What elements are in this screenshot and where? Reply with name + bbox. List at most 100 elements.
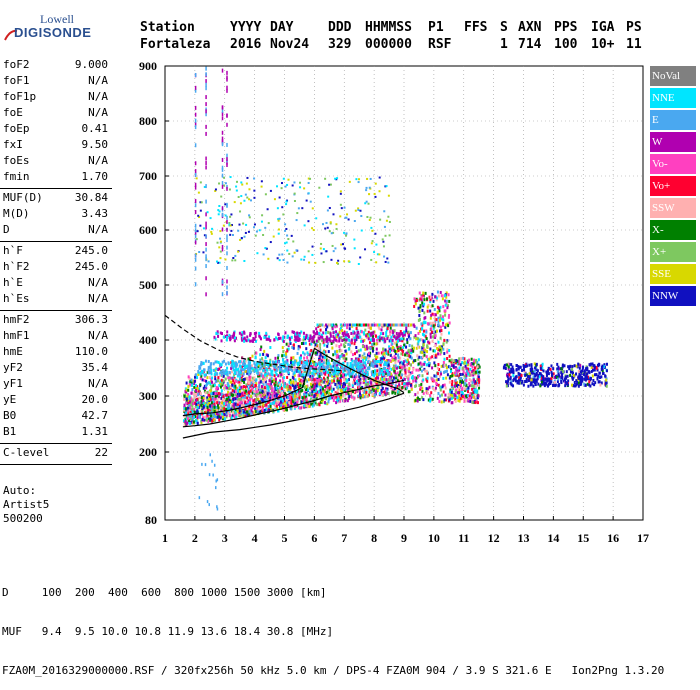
echo-point <box>350 332 352 335</box>
echo-point <box>446 357 448 360</box>
echo-point <box>284 331 286 334</box>
echo-point <box>419 292 421 295</box>
echo-point <box>527 385 529 388</box>
echo-point <box>324 385 326 388</box>
echo-point <box>221 389 223 392</box>
echo-point <box>225 363 227 366</box>
echo-point <box>271 385 273 388</box>
echo-point <box>257 392 259 395</box>
echo-point <box>333 338 335 341</box>
echo-point <box>449 366 451 369</box>
echo-point <box>356 380 358 383</box>
echo-point <box>327 371 329 374</box>
echo-point <box>205 360 207 363</box>
echo-point <box>271 380 273 383</box>
echo-point <box>417 345 419 348</box>
echo-point <box>374 365 376 368</box>
echo-point <box>208 366 210 369</box>
x-tick-label: 4 <box>252 531 258 545</box>
echo-point <box>334 396 336 399</box>
echo-point <box>326 366 328 369</box>
echo-point <box>433 374 435 377</box>
echo-point <box>251 339 253 342</box>
echo-point <box>294 388 296 391</box>
echo-point <box>283 354 285 357</box>
echo-point <box>471 388 473 391</box>
echo-point <box>375 335 377 338</box>
echo-point <box>362 394 364 397</box>
echo-point <box>285 355 287 358</box>
echo-point <box>229 337 231 340</box>
echo-point <box>277 333 279 336</box>
echo-point <box>421 363 423 366</box>
echo-point <box>259 377 261 380</box>
echo-point <box>261 365 263 368</box>
echo-point <box>446 366 448 369</box>
echo-point <box>248 381 250 384</box>
echo-point <box>254 338 256 341</box>
echo-point <box>413 325 415 328</box>
echo-point <box>386 337 388 340</box>
echo-point <box>215 332 217 335</box>
echo-point <box>191 388 193 391</box>
echo-point <box>215 392 217 395</box>
echo-point <box>204 368 206 371</box>
echo-point <box>273 401 275 404</box>
echo-point <box>255 335 257 338</box>
echo-point <box>380 364 382 367</box>
echo-point <box>239 414 241 417</box>
echo-point <box>401 373 403 376</box>
echo-point <box>410 324 412 327</box>
echo-point <box>249 398 251 401</box>
echo-point <box>449 398 451 401</box>
echo-point <box>253 376 255 379</box>
echo-point <box>365 334 367 337</box>
echo-point <box>332 353 334 356</box>
echo-point <box>425 331 427 334</box>
echo-point <box>453 365 455 368</box>
echo-point <box>426 297 428 300</box>
echo-point <box>574 381 576 384</box>
echo-point <box>193 386 195 389</box>
echo-point <box>451 391 453 394</box>
echo-point <box>449 321 451 324</box>
echo-point <box>451 383 453 386</box>
echo-point <box>197 370 199 373</box>
echo-point <box>281 354 283 357</box>
echo-point <box>314 343 316 346</box>
echo-point <box>473 396 475 399</box>
echo-point <box>442 315 444 318</box>
echo-point <box>418 356 420 359</box>
echo-point <box>406 341 408 344</box>
echo-point <box>414 393 416 396</box>
echo-point <box>388 372 390 375</box>
echo-point <box>442 318 444 321</box>
echo-point <box>226 373 228 376</box>
echo-point <box>293 331 295 334</box>
echo-point <box>213 418 215 421</box>
echo-point <box>271 393 273 396</box>
echo-point <box>233 362 235 365</box>
echo-point <box>318 378 320 381</box>
echo-point <box>237 389 239 392</box>
echo-point <box>410 331 412 334</box>
echo-point <box>227 404 229 407</box>
echo-point <box>299 371 301 374</box>
echo-point <box>314 370 316 373</box>
echo-point <box>318 383 320 386</box>
echo-point <box>366 345 368 348</box>
echo-point <box>592 379 594 382</box>
echo-point <box>240 386 242 389</box>
echo-point <box>437 397 439 400</box>
echo-point <box>221 382 223 385</box>
echo-point <box>328 350 330 353</box>
echo-point <box>356 327 358 330</box>
echo-point <box>231 360 233 363</box>
echo-point <box>465 394 467 397</box>
echo-point <box>440 314 442 317</box>
echo-point <box>226 398 228 401</box>
echo-point <box>421 328 423 331</box>
echo-point <box>294 371 296 374</box>
echo-point <box>270 405 272 408</box>
